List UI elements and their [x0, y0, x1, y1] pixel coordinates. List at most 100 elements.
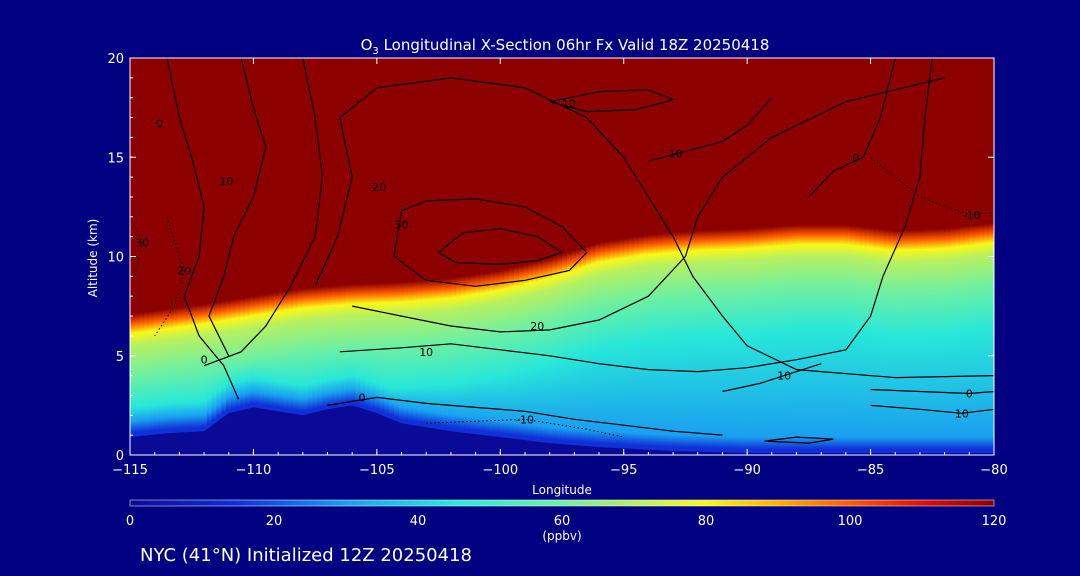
colorbar-unit: (ppbv): [542, 529, 581, 543]
field-strip: [912, 58, 918, 455]
contour-label: 10: [955, 407, 969, 420]
field-strip: [374, 58, 381, 455]
field-strip: [485, 58, 491, 455]
field-strip: [653, 58, 659, 455]
field-strip: [677, 58, 683, 455]
footer-caption: NYC (41°N) Initialized 12Z 20250418: [140, 545, 472, 566]
field-strip: [960, 58, 966, 455]
contour-label: 0: [156, 118, 163, 131]
field-strip: [475, 58, 481, 455]
x-axis-label: Longitude: [532, 483, 592, 497]
field-strip: [202, 58, 208, 455]
field-strip: [854, 58, 861, 455]
field-strip: [662, 58, 669, 455]
field-strip: [811, 58, 817, 455]
contour-line: [154, 216, 185, 337]
field-strip: [466, 58, 472, 455]
field-strip: [725, 58, 731, 455]
field-strip: [197, 58, 203, 455]
field-strip: [139, 58, 145, 455]
field-strip: [206, 58, 213, 455]
contour-label: 10: [777, 370, 791, 383]
y-tick-label: 15: [107, 151, 124, 166]
contour-line: [808, 58, 896, 198]
field-strip: [542, 58, 549, 455]
field-strip: [216, 58, 222, 455]
colorbar: 0 20 40 60 80 100 120 (ppbv): [126, 499, 1007, 543]
field-strip: [600, 58, 606, 455]
field-strip: [254, 58, 261, 455]
x-tick-label: −80: [980, 463, 1007, 478]
field-strip: [686, 58, 693, 455]
field-strip: [187, 58, 193, 455]
field-strip: [706, 58, 712, 455]
field-strip: [379, 58, 385, 455]
field-strip: [797, 58, 803, 455]
field-strip: [278, 58, 285, 455]
field-strip: [730, 58, 736, 455]
y-tick-label: 0: [116, 449, 124, 464]
field-strip: [552, 58, 558, 455]
contour-label: 0: [201, 354, 208, 367]
field-strip: [898, 58, 904, 455]
field-strip: [566, 58, 573, 455]
field-strip: [840, 58, 846, 455]
colorbar-tick-label: 40: [410, 514, 427, 529]
field-strip: [250, 58, 256, 455]
x-tick-label: −90: [733, 463, 760, 478]
field-strip: [864, 58, 870, 455]
field-strip: [816, 58, 822, 455]
colorbar-tick-label: 60: [554, 514, 571, 529]
field-strip: [658, 58, 664, 455]
contour-label: -10: [558, 98, 576, 111]
contour-line: [764, 436, 834, 444]
contour-line: [648, 97, 773, 162]
field-strip: [418, 58, 424, 455]
field-strip: [413, 58, 419, 455]
plot-area: 0 0 10 20 20 10 0 30 -10 10 -10 0 -10 0 10 10 20 30: [130, 58, 994, 455]
field-strip: [874, 58, 880, 455]
contour-label: -10: [963, 209, 981, 222]
field-strip: [312, 58, 318, 455]
field-strip: [326, 58, 333, 455]
field-strip: [802, 58, 808, 455]
field-strip: [931, 58, 937, 455]
field-strip: [787, 58, 793, 455]
field-strip: [293, 58, 299, 455]
terrain: [130, 405, 994, 455]
field-strip: [893, 58, 899, 455]
colorbar-tick-label: 120: [982, 514, 1007, 529]
field-strip: [341, 58, 347, 455]
field-strip: [437, 58, 443, 455]
field-strip: [211, 58, 217, 455]
y-axis: 0 5 10 15 20: [107, 52, 994, 464]
field-strip: [384, 58, 390, 455]
field-strip: [178, 58, 184, 455]
field-strip: [845, 58, 851, 455]
field-strip: [778, 58, 784, 455]
field-strip: [902, 58, 909, 455]
contour-label: 30: [395, 219, 409, 232]
field-strip: [734, 58, 741, 455]
field-strip: [562, 58, 568, 455]
field-strip: [394, 58, 400, 455]
title-rest: Longitudinal X-Section 06hr Fx Valid 18Z…: [379, 36, 770, 54]
field-strip: [264, 58, 270, 455]
contour-line: [327, 396, 723, 436]
contour-line: [870, 404, 994, 414]
field-strip: [446, 58, 453, 455]
field-strip: [835, 58, 841, 455]
contour-line: [722, 363, 822, 393]
contour-label: 20: [177, 264, 191, 277]
x-tick-label: −95: [610, 463, 637, 478]
field-strip: [648, 58, 654, 455]
field-strip: [365, 58, 371, 455]
colorbar-tick-label: 20: [266, 514, 283, 529]
contour-label: 0: [852, 151, 859, 164]
field-strip: [533, 58, 539, 455]
field-strip: [586, 58, 592, 455]
contour-line: [203, 58, 324, 367]
field-strip: [830, 58, 837, 455]
field-strip: [614, 58, 621, 455]
contour-label: 0: [966, 388, 973, 401]
